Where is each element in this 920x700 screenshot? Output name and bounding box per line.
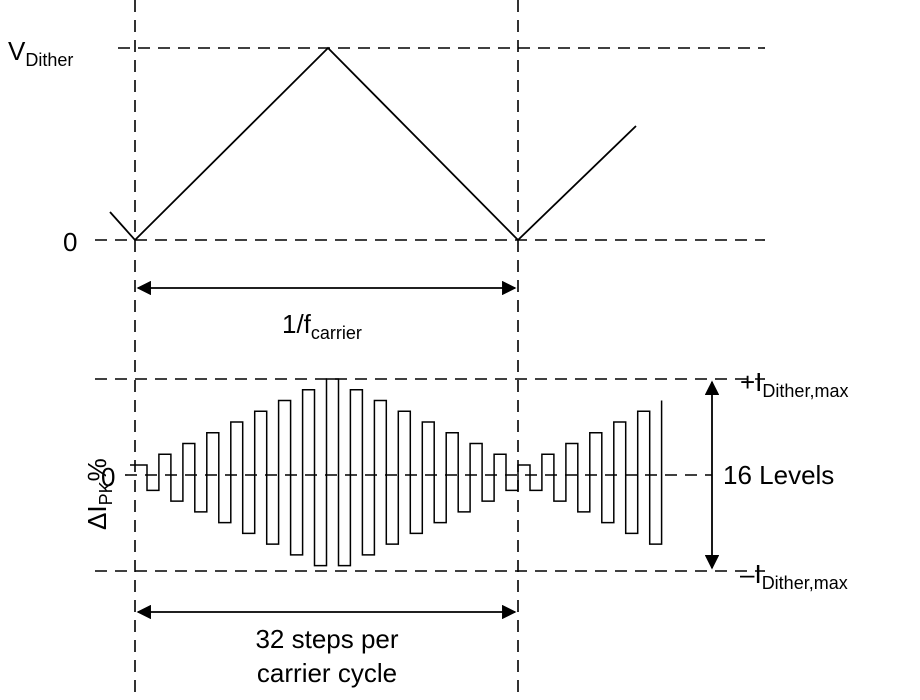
top-zero-label: 0 [63, 227, 77, 257]
delta-ipk-axis-label: ΔIPK% [82, 458, 116, 530]
steps-label-line1: 32 steps per [255, 624, 398, 654]
levels-label: 16 Levels [723, 460, 834, 490]
triangle-carrier-wave [109, 46, 637, 242]
dither-step-waveform [130, 378, 663, 567]
bottom-zero-label: 0 [101, 462, 115, 492]
period-label: 1/fcarrier [282, 309, 362, 343]
vdither-label: VDither [8, 36, 73, 70]
minus-idither-label: –IDither,max [740, 559, 848, 593]
steps-label-line2: carrier cycle [257, 658, 397, 688]
plus-idither-label: +IDither,max [740, 367, 848, 401]
